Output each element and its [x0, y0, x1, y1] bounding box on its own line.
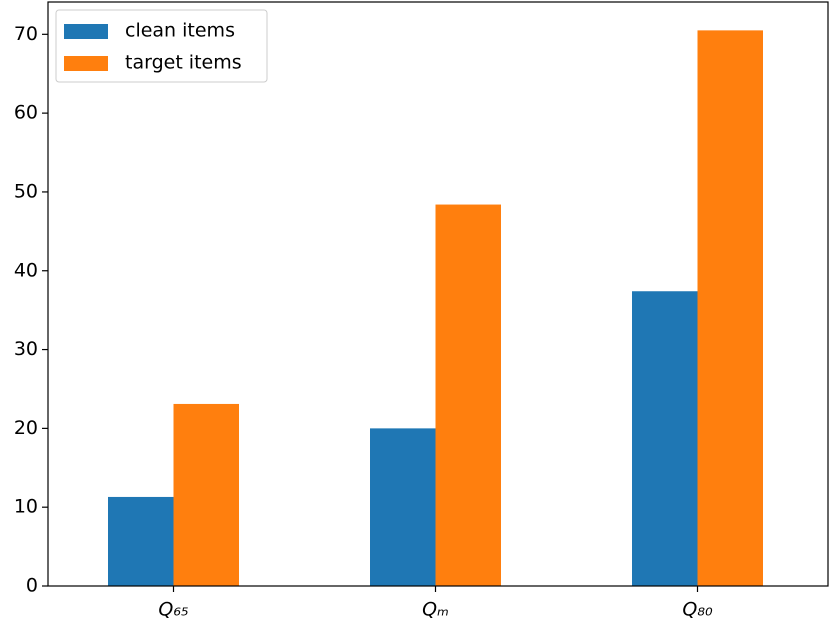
bar: [632, 291, 698, 586]
y-tick-label: 30: [14, 338, 38, 360]
x-tick-label: Q₈₀: [682, 599, 713, 621]
y-tick-label: 20: [14, 417, 38, 439]
bar: [370, 428, 436, 586]
y-tick-label: 60: [14, 102, 38, 124]
y-tick-label: 0: [26, 575, 38, 597]
y-tick-label: 10: [14, 496, 38, 518]
x-tick-label: Qₘ: [422, 599, 449, 621]
legend: clean items target items: [55, 9, 268, 83]
legend-box: [55, 9, 268, 83]
legend-label: target items: [125, 52, 242, 74]
legend-swatch: [64, 56, 108, 71]
y-tick-label: 40: [14, 259, 38, 281]
bar: [108, 496, 174, 586]
bar: [435, 204, 501, 586]
plot-frame: [47, 1, 829, 587]
legend-swatch: [64, 24, 108, 39]
bar: [173, 403, 239, 586]
legend-label: clean items: [125, 20, 235, 42]
y-tick-label: 70: [14, 23, 38, 45]
y-tick-label: 50: [14, 180, 38, 202]
x-tick-label: Q₆₅: [158, 599, 188, 621]
bar: [697, 30, 763, 586]
